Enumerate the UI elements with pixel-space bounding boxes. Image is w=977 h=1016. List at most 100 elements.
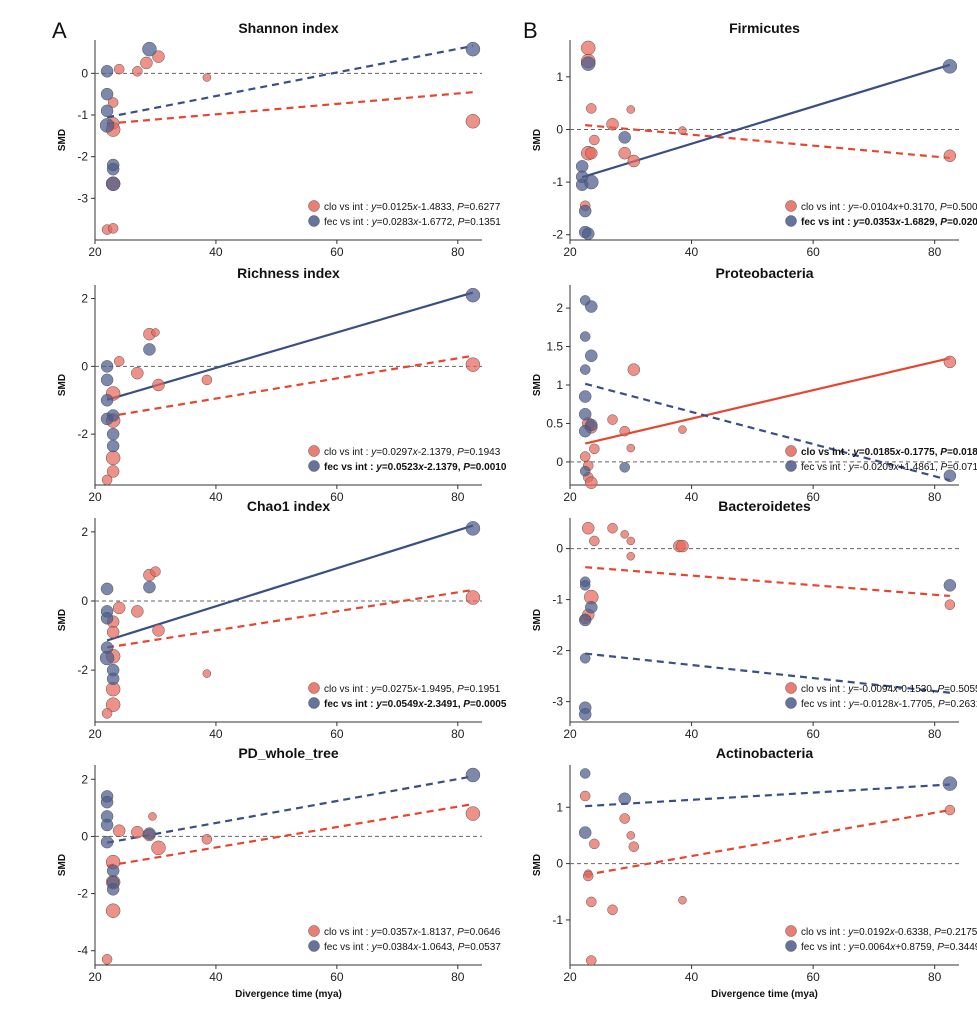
- fec-point: [465, 767, 481, 783]
- fec-point: [465, 521, 481, 536]
- x-axis-label: Divergence time (mya): [711, 989, 818, 1000]
- x-tick-label: 20: [88, 245, 102, 259]
- chart-5: Proteobacteria 2 1.5 1 0.5 0 20 40 60 80 SMD clo vs…: [532, 265, 977, 504]
- clo-legend-marker: [308, 200, 320, 212]
- fec-legend-marker: [308, 215, 320, 227]
- fec-point: [100, 360, 114, 373]
- x-tick-label: 60: [806, 245, 820, 259]
- fec-point: [943, 469, 957, 483]
- chart-4: Firmicutes 1 0 -1 -220 40 60 80 SMD clo vs int : …: [532, 20, 977, 259]
- fec-point: [619, 462, 630, 473]
- fec-legend-text: fec vs int : y=0.0523x-2.1379, P=0.0010: [324, 462, 507, 473]
- clo-point: [618, 146, 631, 160]
- fec-point: [106, 439, 120, 453]
- fec-point: [465, 287, 481, 303]
- clo-regression-line: [106, 588, 474, 649]
- x-tick-label: 40: [685, 970, 699, 984]
- clo-point: [101, 954, 113, 965]
- clo-point: [112, 601, 126, 615]
- clo-point: [131, 605, 144, 618]
- clo-point: [101, 474, 113, 486]
- y-tick-label: 2: [81, 772, 88, 786]
- fec-legend-marker: [308, 940, 320, 952]
- chart-title: Bacteroidetes: [718, 498, 811, 514]
- fec-point: [100, 394, 114, 407]
- clo-point: [465, 114, 481, 129]
- y-axis-label: SMD: [532, 854, 543, 876]
- clo-point: [202, 669, 212, 678]
- fec-regression-line: [581, 63, 951, 179]
- fec-point: [581, 227, 595, 240]
- clo-legend-text: clo vs int : y=0.0192x-0.6338, P=0.2175: [801, 927, 977, 938]
- clo-point: [101, 708, 113, 719]
- fec-point: [579, 580, 591, 591]
- x-tick-label: 40: [685, 490, 699, 504]
- clo-point: [132, 66, 143, 77]
- clo-point: [579, 790, 591, 802]
- fec-point: [578, 708, 592, 721]
- fec-point: [106, 427, 120, 441]
- fec-legend-marker: [308, 460, 320, 472]
- clo-point: [626, 536, 636, 546]
- fec-point: [585, 418, 598, 432]
- chart-6: Bacteroidetes 0 -1 -2 -3 20 40 60 80 SMD clo vs in…: [532, 498, 977, 741]
- clo-point: [620, 530, 629, 539]
- fec-regression-line: [584, 382, 951, 482]
- fec-point: [580, 56, 596, 71]
- panel-label-a: A: [52, 18, 67, 43]
- fec-point: [100, 87, 114, 101]
- clo-point: [465, 806, 481, 821]
- x-tick-label: 60: [806, 490, 820, 504]
- y-tick-label: -1: [552, 593, 563, 607]
- clo-point: [944, 599, 956, 610]
- clo-legend-marker: [308, 445, 320, 457]
- x-tick-label: 40: [685, 245, 699, 259]
- clo-point: [106, 465, 120, 478]
- fec-point: [578, 204, 592, 218]
- y-tick-label: -1: [552, 175, 563, 189]
- fec-legend-text: fec vs int : y=0.0549x-2.3491, P=0.0005: [324, 699, 507, 710]
- clo-point: [626, 831, 636, 840]
- fec-regression-line: [106, 775, 474, 844]
- x-tick-label: 80: [451, 490, 465, 504]
- fec-point: [943, 579, 957, 592]
- clo-point: [589, 134, 600, 146]
- y-tick-label: 2: [81, 525, 88, 539]
- x-tick-label: 60: [330, 970, 344, 984]
- fec-legend-text: fec vs int : y=-0.0209x+1.4861, P=0.0718: [801, 462, 977, 473]
- fec-point: [584, 174, 599, 190]
- clo-point: [607, 904, 618, 916]
- x-tick-label: 80: [928, 970, 942, 984]
- fec-point: [106, 883, 120, 896]
- y-tick-label: 0: [556, 455, 563, 469]
- x-tick-label: 80: [928, 245, 942, 259]
- clo-point: [628, 841, 640, 852]
- clo-point: [113, 63, 125, 75]
- y-tick-label: 0: [81, 594, 88, 608]
- x-tick-label: 80: [928, 727, 942, 741]
- fec-point: [585, 601, 598, 614]
- chart-7: Actinobacteria 1 0 -1 20 40 60 80 SMD Divergence …: [532, 745, 977, 1000]
- fec-regression-line: [106, 44, 474, 119]
- fec-point: [100, 373, 114, 387]
- y-tick-label: -4: [77, 944, 88, 958]
- clo-regression-line: [585, 124, 950, 160]
- fec-legend-text: fec vs int : y=0.0384x-1.0643, P=0.0537: [324, 942, 501, 953]
- x-tick-label: 60: [806, 970, 820, 984]
- chart-title: Chao1 index: [247, 498, 330, 514]
- clo-point: [151, 840, 166, 856]
- y-tick-label: 0: [556, 542, 563, 556]
- fec-point: [105, 176, 121, 191]
- x-tick-label: 20: [563, 490, 577, 504]
- clo-point: [105, 450, 121, 466]
- fec-point: [579, 465, 591, 477]
- clo-legend-text: clo vs int : y=-0.0094x-0.1530, P=0.5055: [801, 684, 977, 695]
- fec-point: [100, 104, 114, 118]
- fec-point: [585, 349, 598, 363]
- clo-point: [581, 521, 595, 535]
- fec-point: [106, 409, 120, 422]
- x-tick-label: 40: [685, 727, 699, 741]
- fec-point: [100, 835, 114, 849]
- fec-point: [100, 795, 114, 809]
